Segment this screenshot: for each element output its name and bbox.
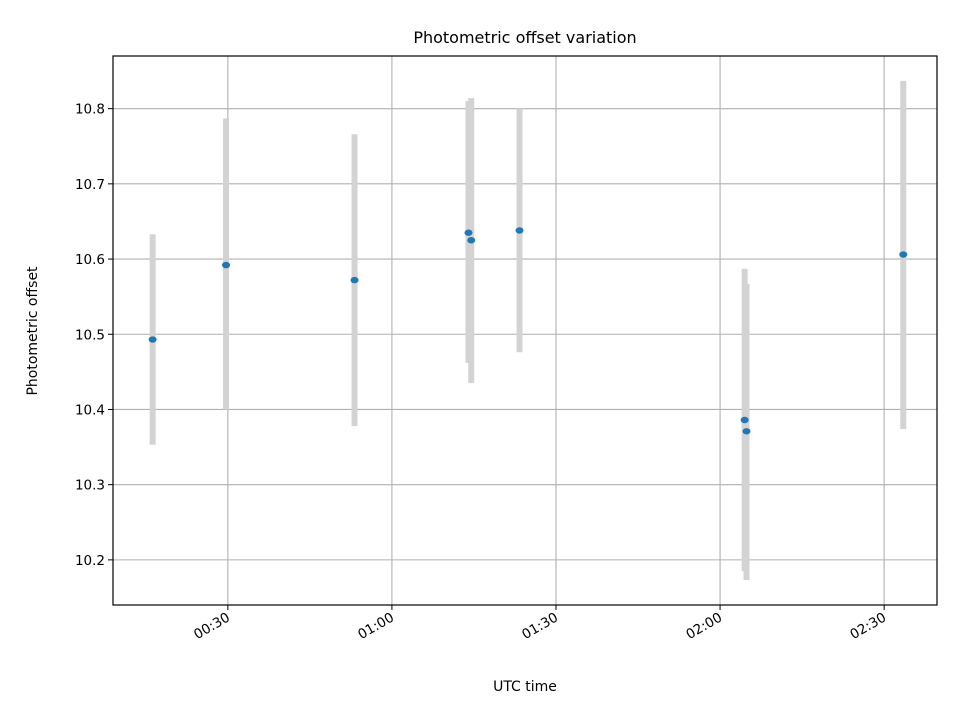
data-point xyxy=(350,276,359,284)
y-tick-label: 10.7 xyxy=(75,177,105,193)
x-tick-label: 02:30 xyxy=(847,610,889,643)
errorbars xyxy=(149,80,907,581)
y-axis-label: Photometric offset xyxy=(25,266,41,396)
y-tick-label: 10.8 xyxy=(75,102,105,118)
grid xyxy=(113,56,937,605)
y-axis-ticks: 10.2 10.3 10.4 10.5 10.6 10.7 10.8 xyxy=(75,102,113,569)
x-axis-ticks: 00:30 01:00 01:30 02:00 02:30 xyxy=(191,605,889,643)
x-tick-label: 01:00 xyxy=(355,610,397,643)
x-tick-label: 01:30 xyxy=(519,610,561,643)
data-point xyxy=(515,227,524,234)
y-tick-label: 10.2 xyxy=(75,553,105,569)
data-points xyxy=(148,227,908,435)
data-point xyxy=(899,251,908,258)
x-tick-label: 02:00 xyxy=(683,610,725,643)
data-point xyxy=(222,261,231,269)
data-point xyxy=(740,416,749,424)
chart-title: Photometric offset variation xyxy=(413,28,636,47)
y-tick-label: 10.6 xyxy=(75,252,105,268)
plot-frame xyxy=(112,55,938,606)
x-tick-label: 00:30 xyxy=(191,610,233,643)
x-axis-label: UTC time xyxy=(493,679,557,695)
data-point xyxy=(467,237,476,244)
y-tick-label: 10.3 xyxy=(75,478,105,494)
y-tick-label: 10.5 xyxy=(75,327,105,343)
data-point xyxy=(464,229,473,236)
data-point xyxy=(148,336,157,343)
y-tick-label: 10.4 xyxy=(75,402,105,418)
data-point xyxy=(742,428,751,435)
